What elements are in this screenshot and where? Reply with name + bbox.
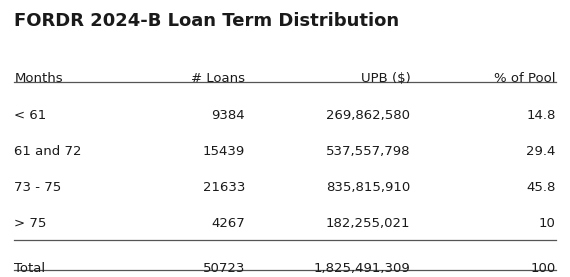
Text: # Loans: # Loans	[191, 72, 245, 85]
Text: 835,815,910: 835,815,910	[326, 181, 410, 194]
Text: 21633: 21633	[203, 181, 245, 194]
Text: 50723: 50723	[203, 262, 245, 275]
Text: > 75: > 75	[14, 217, 47, 230]
Text: 182,255,021: 182,255,021	[326, 217, 410, 230]
Text: 15439: 15439	[203, 145, 245, 158]
Text: 45.8: 45.8	[526, 181, 556, 194]
Text: % of Pool: % of Pool	[494, 72, 556, 85]
Text: 537,557,798: 537,557,798	[326, 145, 410, 158]
Text: 14.8: 14.8	[526, 109, 556, 122]
Text: Total: Total	[14, 262, 46, 275]
Text: < 61: < 61	[14, 109, 47, 122]
Text: Months: Months	[14, 72, 63, 85]
Text: FORDR 2024-B Loan Term Distribution: FORDR 2024-B Loan Term Distribution	[14, 12, 400, 30]
Text: 61 and 72: 61 and 72	[14, 145, 82, 158]
Text: 10: 10	[539, 217, 556, 230]
Text: 1,825,491,309: 1,825,491,309	[314, 262, 410, 275]
Text: 4267: 4267	[211, 217, 245, 230]
Text: 9384: 9384	[211, 109, 245, 122]
Text: 29.4: 29.4	[526, 145, 556, 158]
Text: UPB ($): UPB ($)	[361, 72, 410, 85]
Text: 100: 100	[531, 262, 556, 275]
Text: 269,862,580: 269,862,580	[327, 109, 410, 122]
Text: 73 - 75: 73 - 75	[14, 181, 62, 194]
